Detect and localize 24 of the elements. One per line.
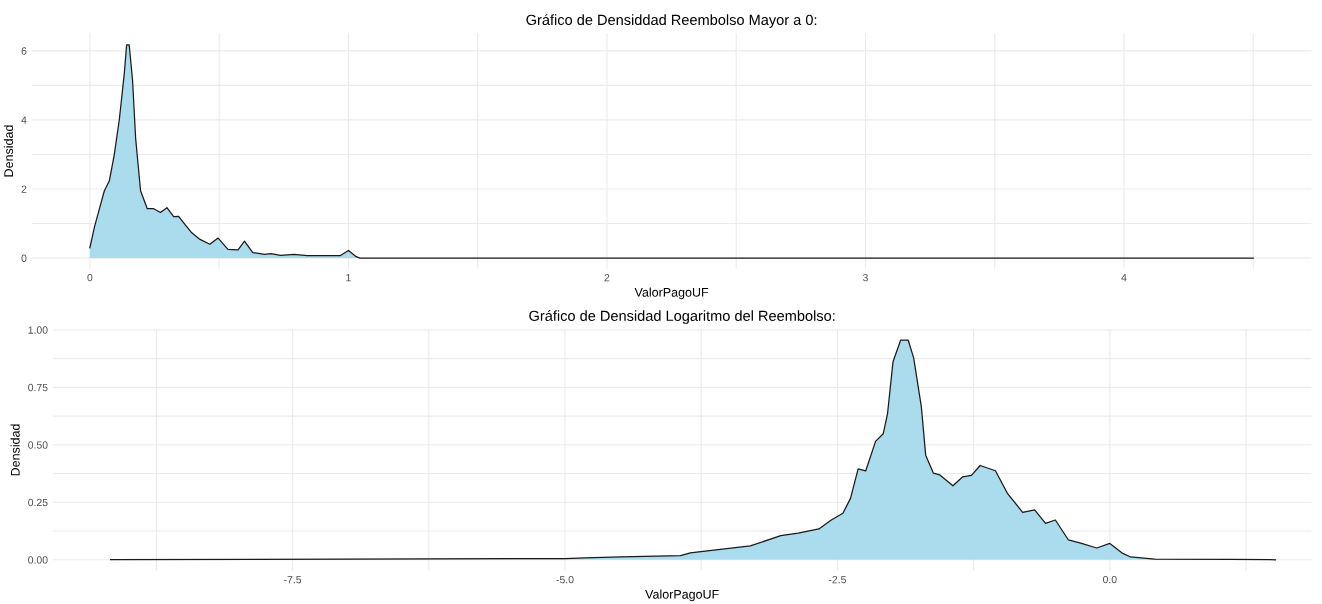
- x-tick-label: 1: [346, 274, 351, 282]
- y-tick-label: 0.75: [28, 383, 48, 392]
- x-axis-title: ValorPagoUF: [645, 589, 719, 602]
- y-tick-label: 6: [21, 47, 27, 55]
- x-axis-title: ValorPagoUF: [634, 287, 709, 300]
- y-axis-title: Densidad: [3, 125, 14, 177]
- y-axis-title: Densidad: [10, 424, 20, 476]
- y-tick-label: 2: [21, 185, 27, 193]
- x-tick-label: -7.5: [284, 576, 302, 584]
- y-tick-label: 0.25: [28, 498, 48, 507]
- x-tick-label: -5.0: [556, 575, 574, 584]
- x-tick-label: -2.5: [828, 575, 846, 584]
- y-tick-label: 4: [21, 116, 27, 124]
- chart-title: Gráfico de Densiddad Reembolso Mayor a 0:: [526, 14, 817, 28]
- y-tick-label: 0.00: [28, 556, 48, 564]
- x-tick-label: 4: [1121, 274, 1127, 282]
- x-tick-label: 3: [862, 273, 868, 282]
- y-tick-label: 0: [21, 254, 27, 262]
- x-tick-label: 0.0: [1103, 575, 1117, 584]
- x-tick-label: 2: [604, 273, 610, 282]
- y-tick-label: 1.00: [28, 326, 48, 334]
- chart-title: Gráfico de Densidad Logaritmo del Reembolso:: [529, 310, 835, 324]
- x-tick-label: 0: [87, 273, 93, 282]
- y-tick-label: 0.50: [28, 441, 48, 449]
